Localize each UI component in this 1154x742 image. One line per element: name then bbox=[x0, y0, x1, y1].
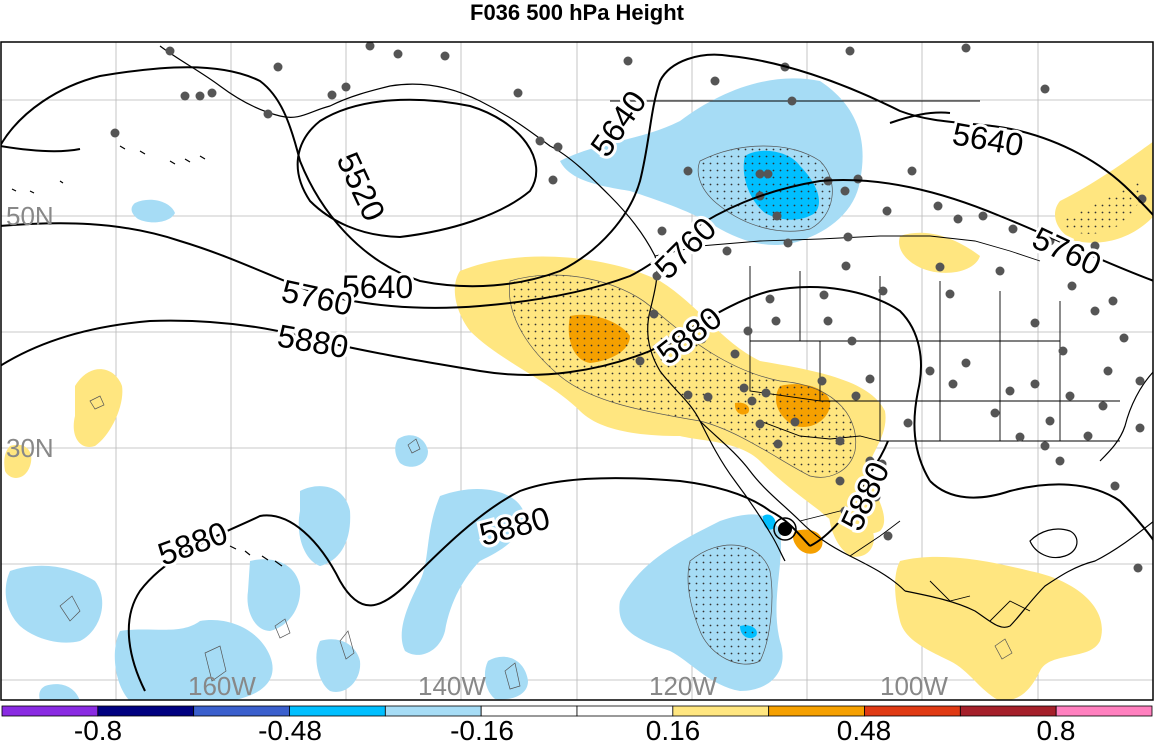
storm-icon bbox=[773, 517, 797, 541]
shading-outlines bbox=[59, 145, 1013, 690]
height-contours bbox=[1, 53, 1153, 692]
contour-label: 5640 bbox=[342, 269, 413, 305]
axis-labels: 50N 30N 160W 140W 120W 100W bbox=[6, 201, 948, 701]
colorbar-label: -0.48 bbox=[258, 715, 322, 742]
significance-stipple bbox=[509, 146, 1141, 665]
colorbar-label: 0.48 bbox=[837, 715, 892, 742]
contour-label: 5880 bbox=[275, 317, 351, 365]
lat-label: 30N bbox=[6, 433, 54, 463]
contour-label: 5520 bbox=[330, 147, 393, 227]
coastlines bbox=[11, 45, 1153, 628]
lon-label: 120W bbox=[649, 671, 717, 701]
positive-anomaly-shading bbox=[4, 141, 1153, 700]
lon-label: 160W bbox=[188, 671, 256, 701]
colorbar-label: 0.16 bbox=[646, 715, 701, 742]
colorbar-label: 0.8 bbox=[1037, 715, 1076, 742]
lon-label: 100W bbox=[880, 671, 948, 701]
lat-label: 50N bbox=[6, 201, 54, 231]
map-frame bbox=[0, 41, 1154, 701]
colorbar: -0.8 -0.48 -0.16 0.16 0.48 0.8 bbox=[1, 705, 1153, 742]
map-title: F036 500 hPa Height bbox=[470, 0, 684, 25]
contour-label: 5640 bbox=[950, 115, 1026, 163]
colorbar-label: -0.8 bbox=[74, 715, 122, 742]
lon-label: 140W bbox=[418, 671, 486, 701]
political-borders bbox=[610, 100, 1120, 622]
colorbar-labels: -0.8 -0.48 -0.16 0.16 0.48 0.8 bbox=[74, 715, 1076, 742]
colorbar-box bbox=[1055, 705, 1153, 717]
colorbar-label: -0.16 bbox=[450, 715, 514, 742]
colorbar-boxes bbox=[1, 705, 1153, 717]
map-panel: 5520 5640 5640 5640 5760 5760 5760 5880 … bbox=[0, 41, 1154, 701]
